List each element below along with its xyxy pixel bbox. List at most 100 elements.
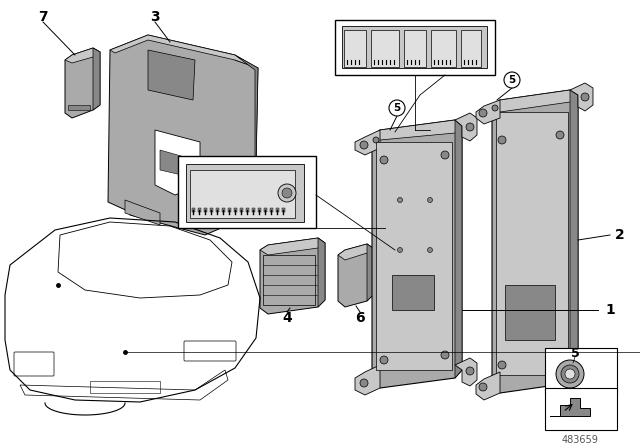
Polygon shape [260, 238, 325, 255]
Polygon shape [570, 363, 593, 391]
FancyBboxPatch shape [342, 26, 487, 68]
Polygon shape [318, 238, 325, 307]
FancyBboxPatch shape [461, 30, 481, 67]
Circle shape [556, 360, 584, 388]
Circle shape [565, 369, 575, 379]
Circle shape [397, 247, 403, 253]
Text: 5: 5 [571, 346, 579, 359]
FancyBboxPatch shape [178, 156, 316, 228]
FancyBboxPatch shape [234, 208, 237, 212]
FancyBboxPatch shape [204, 208, 207, 212]
Polygon shape [372, 120, 462, 388]
Circle shape [479, 383, 487, 391]
FancyBboxPatch shape [227, 208, 230, 212]
FancyBboxPatch shape [376, 142, 452, 370]
Circle shape [581, 371, 589, 379]
FancyBboxPatch shape [221, 208, 225, 212]
FancyBboxPatch shape [344, 30, 366, 67]
Text: 5: 5 [394, 103, 401, 113]
Polygon shape [455, 113, 477, 141]
FancyBboxPatch shape [264, 208, 266, 212]
Circle shape [504, 72, 520, 88]
Circle shape [441, 151, 449, 159]
Text: 2: 2 [615, 228, 625, 242]
Circle shape [278, 184, 296, 202]
Circle shape [428, 247, 433, 253]
FancyBboxPatch shape [216, 208, 218, 212]
Polygon shape [260, 238, 325, 314]
FancyBboxPatch shape [335, 20, 495, 75]
Circle shape [466, 123, 474, 131]
Text: 1: 1 [605, 303, 615, 317]
FancyBboxPatch shape [269, 208, 273, 212]
Circle shape [282, 188, 292, 198]
Polygon shape [148, 50, 195, 100]
Text: 7: 7 [38, 10, 48, 24]
FancyBboxPatch shape [404, 30, 426, 67]
FancyBboxPatch shape [545, 388, 617, 430]
Circle shape [479, 109, 487, 117]
FancyBboxPatch shape [190, 170, 295, 218]
Circle shape [360, 379, 368, 387]
Circle shape [380, 356, 388, 364]
FancyBboxPatch shape [239, 208, 243, 212]
Polygon shape [160, 150, 195, 178]
Text: 3: 3 [150, 10, 160, 24]
Circle shape [397, 198, 403, 202]
Polygon shape [338, 244, 373, 307]
Text: 5: 5 [508, 75, 516, 85]
Polygon shape [232, 55, 258, 225]
Circle shape [380, 156, 388, 164]
Polygon shape [155, 130, 200, 195]
FancyBboxPatch shape [545, 348, 617, 393]
FancyBboxPatch shape [505, 285, 555, 340]
Circle shape [441, 351, 449, 359]
Polygon shape [110, 35, 258, 68]
Circle shape [498, 136, 506, 144]
FancyBboxPatch shape [282, 208, 285, 212]
FancyBboxPatch shape [275, 208, 278, 212]
Polygon shape [492, 90, 578, 393]
FancyBboxPatch shape [68, 105, 90, 110]
FancyBboxPatch shape [431, 30, 456, 67]
FancyBboxPatch shape [392, 275, 434, 310]
Polygon shape [338, 244, 373, 260]
Polygon shape [65, 48, 100, 63]
FancyBboxPatch shape [198, 208, 200, 212]
Text: 4: 4 [282, 311, 292, 325]
FancyBboxPatch shape [209, 208, 212, 212]
Polygon shape [476, 372, 500, 400]
Circle shape [561, 365, 579, 383]
Circle shape [492, 105, 498, 111]
Polygon shape [367, 244, 373, 301]
Polygon shape [455, 120, 462, 378]
Circle shape [389, 100, 405, 116]
Polygon shape [125, 200, 160, 225]
Circle shape [498, 361, 506, 369]
Polygon shape [355, 365, 380, 395]
FancyBboxPatch shape [191, 208, 195, 212]
FancyBboxPatch shape [186, 164, 304, 222]
Circle shape [373, 137, 379, 143]
Text: 483659: 483659 [561, 435, 598, 445]
Circle shape [556, 131, 564, 139]
FancyBboxPatch shape [246, 208, 248, 212]
Polygon shape [570, 83, 593, 111]
FancyBboxPatch shape [252, 208, 255, 212]
FancyBboxPatch shape [257, 208, 260, 212]
Polygon shape [108, 35, 258, 235]
Polygon shape [455, 358, 477, 386]
Polygon shape [93, 48, 100, 110]
Text: 6: 6 [355, 311, 365, 325]
Circle shape [360, 141, 368, 149]
Polygon shape [65, 48, 100, 118]
Polygon shape [372, 120, 462, 140]
Polygon shape [550, 398, 590, 416]
Circle shape [428, 198, 433, 202]
Circle shape [466, 367, 474, 375]
Polygon shape [355, 130, 380, 155]
Circle shape [581, 93, 589, 101]
Polygon shape [476, 100, 500, 124]
Polygon shape [570, 90, 578, 383]
FancyBboxPatch shape [496, 112, 568, 375]
